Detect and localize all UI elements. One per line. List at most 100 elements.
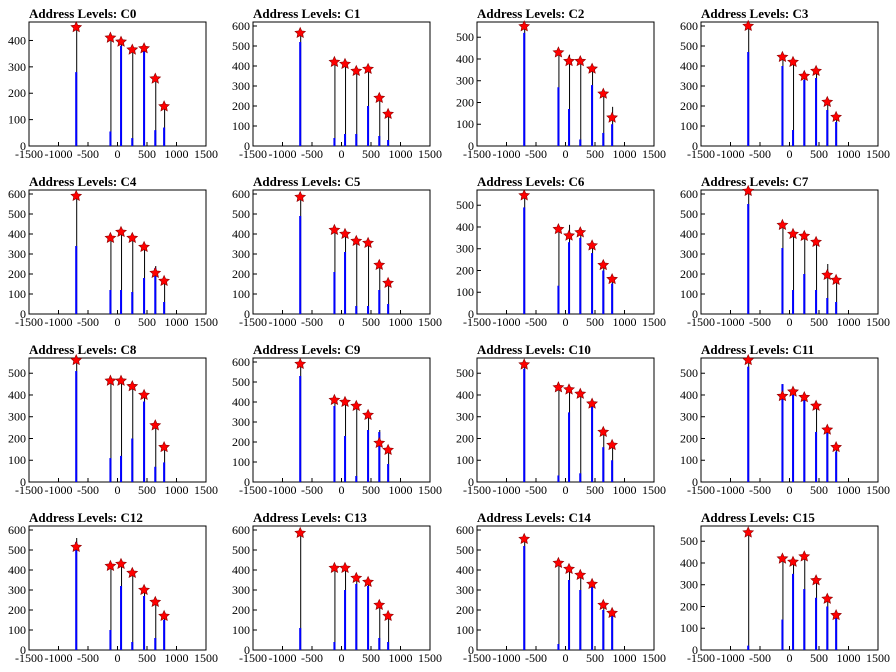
blue-bar bbox=[803, 589, 806, 650]
x-tick-label: 0 bbox=[115, 483, 121, 497]
x-tick-label: 0 bbox=[115, 147, 121, 161]
peak-marker bbox=[830, 110, 842, 122]
blue-bar bbox=[154, 638, 157, 650]
peak-marker bbox=[158, 274, 170, 286]
x-tick-label: -1000 bbox=[717, 483, 745, 497]
x-tick-label: 1000 bbox=[389, 483, 413, 497]
peak-marker bbox=[810, 574, 823, 586]
peak-marker bbox=[149, 595, 162, 607]
x-tick-label: -1000 bbox=[717, 651, 745, 665]
blue-bar bbox=[355, 134, 358, 146]
x-tick-label: 1000 bbox=[837, 651, 861, 665]
blue-bar bbox=[579, 139, 582, 146]
blue-bar bbox=[387, 642, 390, 650]
blue-bar bbox=[591, 401, 594, 482]
y-tick-label: 300 bbox=[8, 60, 26, 74]
x-tick-label: 1000 bbox=[389, 147, 413, 161]
x-tick-label: -500 bbox=[525, 651, 547, 665]
peak-marker bbox=[158, 609, 170, 621]
peak-marker bbox=[597, 598, 610, 610]
x-tick-label: -1000 bbox=[493, 147, 521, 161]
peak-marker bbox=[742, 19, 755, 31]
chart-title: Address Levels: C8 bbox=[29, 342, 137, 357]
chart-title: Address Levels: C15 bbox=[701, 510, 815, 525]
x-tick-label: -1500 bbox=[687, 147, 715, 161]
x-tick-label: 0 bbox=[787, 483, 793, 497]
blue-bar bbox=[344, 436, 347, 482]
x-tick-label: -1500 bbox=[15, 651, 43, 665]
peak-marker bbox=[373, 91, 386, 103]
blue-bar bbox=[154, 466, 157, 482]
blue-bar bbox=[591, 253, 594, 314]
peak-marker bbox=[350, 234, 363, 246]
y-tick-label: 0 bbox=[244, 307, 250, 321]
y-tick-label: 300 bbox=[456, 74, 474, 88]
x-tick-label: 500 bbox=[362, 651, 380, 665]
plot-frame bbox=[28, 525, 207, 651]
y-tick-label: 600 bbox=[456, 523, 474, 537]
x-tick-label: 1500 bbox=[418, 315, 442, 329]
blue-bar bbox=[109, 131, 112, 146]
x-tick-label: -1500 bbox=[239, 651, 267, 665]
x-tick-label: -500 bbox=[77, 315, 99, 329]
peak-marker bbox=[328, 223, 341, 235]
blue-bar bbox=[299, 376, 302, 482]
blue-bar bbox=[792, 573, 795, 650]
chart-panel-c12: Address Levels: C12 0 100 200 300 400 500 600 -1… bbox=[0, 504, 224, 672]
blue-bar bbox=[747, 52, 750, 146]
peak-marker bbox=[362, 236, 375, 248]
peak-marker bbox=[158, 100, 170, 112]
peak-marker bbox=[350, 399, 363, 411]
blue-bar bbox=[109, 630, 112, 650]
y-tick-label: 100 bbox=[680, 621, 698, 635]
x-tick-label: -500 bbox=[77, 651, 99, 665]
peak-marker bbox=[776, 218, 789, 230]
blue-bar bbox=[611, 124, 614, 146]
peak-marker bbox=[115, 35, 128, 47]
y-tick-label: 500 bbox=[8, 207, 26, 221]
y-tick-label: 600 bbox=[680, 19, 698, 33]
x-tick-label: 500 bbox=[586, 483, 604, 497]
y-tick-label: 300 bbox=[680, 578, 698, 592]
y-tick-label: 400 bbox=[680, 556, 698, 570]
y-tick-label: 100 bbox=[456, 623, 474, 637]
blue-bar bbox=[143, 51, 146, 146]
peak-marker bbox=[104, 559, 117, 571]
chart-svg: Address Levels: C14 0 100 200 300 400 500 600 -1… bbox=[456, 510, 666, 665]
peak-marker bbox=[606, 606, 618, 618]
x-tick-label: 1500 bbox=[418, 483, 442, 497]
plot-frame bbox=[28, 189, 207, 315]
x-tick-label: 500 bbox=[810, 651, 828, 665]
blue-bar bbox=[523, 546, 526, 650]
peak-marker bbox=[574, 54, 587, 67]
y-tick-label: 500 bbox=[680, 207, 698, 221]
peak-marker bbox=[821, 95, 834, 107]
chart-svg: Address Levels: C15 0 100 200 300 400 500 -1500… bbox=[680, 510, 890, 665]
blue-bar bbox=[602, 610, 605, 650]
blue-bar bbox=[355, 476, 358, 482]
blue-bar bbox=[75, 72, 78, 146]
y-tick-label: 300 bbox=[680, 79, 698, 93]
blue-bar bbox=[611, 283, 614, 314]
x-tick-label: 0 bbox=[339, 483, 345, 497]
y-tick-label: 400 bbox=[456, 563, 474, 577]
y-tick-label: 600 bbox=[8, 523, 26, 537]
blue-bar bbox=[591, 584, 594, 650]
x-tick-label: 500 bbox=[810, 147, 828, 161]
peak-marker bbox=[382, 107, 394, 119]
y-tick-label: 500 bbox=[456, 543, 474, 557]
y-tick-label: 400 bbox=[456, 52, 474, 66]
chart-svg: Address Levels: C9 0 100 200 300 400 500 600 -15… bbox=[232, 342, 442, 497]
chart-title: Address Levels: C0 bbox=[29, 6, 136, 21]
blue-bar bbox=[120, 290, 123, 314]
chart-svg: Address Levels: C7 0 100 200 300 400 500 600 -15… bbox=[680, 174, 890, 329]
x-tick-label: 500 bbox=[138, 483, 156, 497]
peak-marker bbox=[382, 276, 394, 288]
y-tick-label: 300 bbox=[232, 247, 250, 261]
plot-frame bbox=[476, 21, 655, 147]
blue-bar bbox=[378, 638, 381, 650]
blue-bar bbox=[154, 268, 157, 314]
y-tick-label: 0 bbox=[692, 307, 698, 321]
y-tick-label: 0 bbox=[468, 307, 474, 321]
blue-bar bbox=[344, 134, 347, 146]
